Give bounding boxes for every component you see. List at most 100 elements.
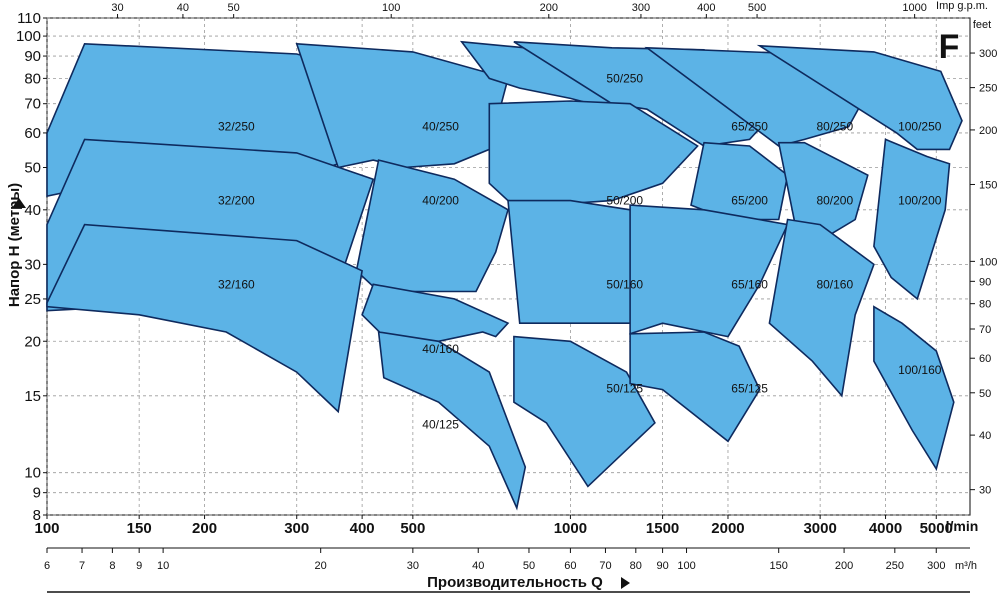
m3h-tick-label: 80 <box>630 560 642 572</box>
pump-curve-65-200 <box>690 141 789 221</box>
m3h-tick-label: 8 <box>109 560 115 572</box>
y-tick-label: 20 <box>24 333 41 350</box>
x-unit-gpm-label: Imp g.p.m. <box>936 0 988 12</box>
m3h-tick-label: 100 <box>677 560 695 572</box>
pump-curves <box>46 40 963 511</box>
pump-curve-label-50-250: 50/250 <box>606 71 643 85</box>
m3h-tick-label: 150 <box>770 560 788 572</box>
pump-curve-label-32-250: 32/250 <box>218 120 255 134</box>
y-tick-label: 100 <box>16 28 41 45</box>
y-right-tick-label: 70 <box>979 324 991 336</box>
x-axis-lmin: 100 150 200 300 400 500 1000 1500 2000 3000 4000 50… <box>34 515 953 537</box>
pump-curve-80-160 <box>768 218 875 398</box>
pump-curve-label-65-160: 65/160 <box>731 277 768 291</box>
pump-curve-label-50-160: 50/160 <box>606 277 643 291</box>
y-right-tick-label: 80 <box>979 299 991 311</box>
gpm-tick-label: 30 <box>111 2 123 14</box>
x-tick-label: 300 <box>284 520 309 537</box>
m3h-tick-label: 20 <box>315 560 327 572</box>
pump-curve-label-40-160: 40/160 <box>422 342 459 356</box>
y-right-tick-label: 300 <box>979 48 997 60</box>
pump-curve-40-200 <box>355 159 509 293</box>
y-right-tick-label: 50 <box>979 388 991 400</box>
y-tick-label: 15 <box>24 388 41 405</box>
pump-curve-label-65-200: 65/200 <box>731 194 768 208</box>
y-right-unit-label: feet <box>973 19 991 31</box>
pump-curve-50-200 <box>488 100 699 206</box>
m3h-tick-label: 90 <box>656 560 668 572</box>
m3h-tick-label: 300 <box>927 560 945 572</box>
x-axis-top-gpm: 30 40 50 100 200 300 400 500 1000 <box>111 2 927 18</box>
m3h-tick-label: 9 <box>136 560 142 572</box>
gpm-tick-label: 50 <box>228 2 240 14</box>
y-tick-label: 10 <box>24 465 41 482</box>
x-tick-label: 400 <box>350 520 375 537</box>
gpm-tick-label: 40 <box>177 2 189 14</box>
pump-curve-40-250 <box>295 42 509 169</box>
y-right-tick-label: 150 <box>979 179 997 191</box>
pump-curve-label-50-125: 50/125 <box>606 381 643 395</box>
pump-curve-label-65-250: 65/250 <box>731 120 768 134</box>
y-right-tick-label: 250 <box>979 83 997 95</box>
y-tick-label: 90 <box>24 48 41 65</box>
pump-curve-label-40-250: 40/250 <box>422 120 459 134</box>
pump-curve-labels: 32/250 40/250 50/250 65/250 80/250 100/250 32/… <box>218 71 942 431</box>
x-axis-title: Производительность Q <box>427 574 603 591</box>
pump-curve-label-100-200: 100/200 <box>898 194 942 208</box>
m3h-tick-label: 70 <box>599 560 611 572</box>
gpm-tick-label: 400 <box>697 2 715 14</box>
y-right-tick-label: 100 <box>979 256 997 268</box>
y-tick-label: 60 <box>24 125 41 142</box>
y-tick-label: 40 <box>24 202 41 219</box>
x-unit-m3h-label: m³/h <box>955 560 977 572</box>
pump-curve-65-125 <box>629 331 761 443</box>
gpm-tick-label: 100 <box>382 2 400 14</box>
x-tick-label: 5000 <box>920 520 953 537</box>
pump-curve-label-40-125: 40/125 <box>422 417 459 431</box>
x-tick-label: 150 <box>127 520 152 537</box>
y-right-tick-label: 40 <box>979 430 991 442</box>
x-tick-label: 1500 <box>646 520 679 537</box>
y-tick-label: 25 <box>24 291 41 308</box>
pump-curve-100-160 <box>873 305 955 471</box>
y-tick-label: 70 <box>24 96 41 113</box>
x-tick-label: 1000 <box>554 520 587 537</box>
pump-curve-label-80-200: 80/200 <box>816 194 853 208</box>
pump-curve-label-50-200: 50/200 <box>606 194 643 208</box>
pump-curve-65-160 <box>629 204 789 338</box>
y-tick-label: 30 <box>24 256 41 273</box>
x-unit-lmin-label: l/min <box>946 518 979 534</box>
pump-curve-label-32-160: 32/160 <box>218 277 255 291</box>
y-right-tick-label: 30 <box>979 485 991 497</box>
gpm-tick-label: 1000 <box>902 2 926 14</box>
pump-curve-label-80-160: 80/160 <box>816 277 853 291</box>
pump-curve-label-100-160: 100/160 <box>898 363 942 377</box>
pump-curve-label-80-250: 80/250 <box>816 120 853 134</box>
pump-curve-40-160 <box>361 283 510 343</box>
m3h-tick-label: 60 <box>564 560 576 572</box>
y-right-tick-label: 60 <box>979 353 991 365</box>
m3h-tick-label: 250 <box>886 560 904 572</box>
y-axis-title: Напор H (метры) <box>6 183 23 307</box>
pump-curve-32-160 <box>46 223 363 414</box>
y-axis-right-feet: 30 40 50 60 70 80 90 100 150 200 250 300 <box>970 48 997 497</box>
pump-curve-label-65-125: 65/125 <box>731 381 768 395</box>
m3h-tick-label: 7 <box>79 560 85 572</box>
x-tick-label: 200 <box>192 520 217 537</box>
pump-curve-50-125 <box>513 335 656 488</box>
pump-curve-100-250 <box>756 44 963 151</box>
x-axis-title-arrow-icon <box>621 577 630 589</box>
y-tick-label: 8 <box>33 507 41 524</box>
x-tick-label: 500 <box>400 520 425 537</box>
x-tick-label: 4000 <box>869 520 902 537</box>
y-right-tick-label: 200 <box>979 125 997 137</box>
x-tick-label: 2000 <box>711 520 744 537</box>
gpm-tick-label: 500 <box>748 2 766 14</box>
m3h-tick-label: 40 <box>472 560 484 572</box>
y-tick-label: 50 <box>24 160 41 177</box>
m3h-tick-label: 200 <box>835 560 853 572</box>
corner-label: F <box>939 28 960 66</box>
y-tick-label: 9 <box>33 485 41 502</box>
